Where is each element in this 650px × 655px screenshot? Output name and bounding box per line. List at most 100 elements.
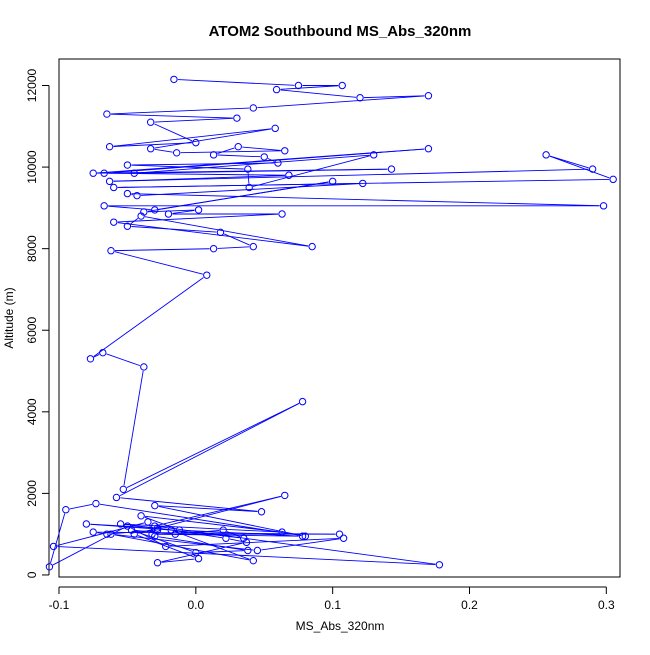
data-point <box>147 146 153 152</box>
data-point <box>436 562 442 568</box>
data-point <box>600 203 606 209</box>
data-point <box>210 245 216 251</box>
data-point <box>63 507 69 513</box>
data-point <box>340 535 346 541</box>
data-point <box>193 139 199 145</box>
data-point <box>250 243 256 249</box>
data-point <box>87 356 93 362</box>
data-point <box>425 146 431 152</box>
data-point <box>106 143 112 149</box>
data-point <box>282 148 288 154</box>
series-segment <box>97 533 103 534</box>
series-points <box>46 76 616 570</box>
data-point <box>234 115 240 121</box>
data-point <box>258 509 264 515</box>
data-point <box>195 555 201 561</box>
data-point <box>279 211 285 217</box>
series-segment <box>550 156 610 178</box>
y-tick-label: 2000 <box>25 480 39 507</box>
data-point <box>357 95 363 101</box>
data-point <box>425 93 431 99</box>
data-point <box>195 207 201 213</box>
series-segment <box>550 156 589 168</box>
data-point <box>50 543 56 549</box>
data-point <box>171 76 177 82</box>
x-axis-label: MS_Abs_320nm <box>296 619 385 633</box>
data-point <box>124 190 130 196</box>
series-segment <box>159 496 281 525</box>
y-axis-label: Altitude (m) <box>2 287 16 348</box>
data-point <box>543 152 549 158</box>
series-segment <box>120 403 299 495</box>
x-tick-label: 0.0 <box>187 598 204 612</box>
series-segment <box>127 403 299 487</box>
data-point <box>101 203 107 209</box>
data-point <box>273 86 279 92</box>
series-segment <box>145 217 308 246</box>
series-segment <box>114 169 589 181</box>
data-point <box>295 82 301 88</box>
series-segment <box>107 354 140 366</box>
data-point <box>154 560 160 566</box>
x-axis: -0.1 0.0 0.1 0.2 0.3 <box>49 587 615 612</box>
y-tick-label: 0 <box>25 571 39 578</box>
series-lines <box>51 80 610 565</box>
series-segment <box>218 247 250 249</box>
data-point <box>173 150 179 156</box>
data-point <box>309 243 315 249</box>
data-point <box>145 519 151 525</box>
series-segment <box>118 214 278 222</box>
y-tick-label: 4000 <box>25 398 39 425</box>
data-point <box>83 521 89 527</box>
x-tick-label: 0.2 <box>461 598 478 612</box>
series-segment <box>51 514 65 563</box>
series-segment <box>70 504 92 509</box>
series-segment <box>124 371 143 485</box>
series-segment <box>115 249 210 251</box>
data-point <box>141 364 147 370</box>
y-tick-label: 12000 <box>25 69 39 103</box>
data-point <box>104 111 110 117</box>
data-point <box>275 160 281 166</box>
series-segment <box>138 536 195 558</box>
series-segment <box>111 114 233 118</box>
series-segment <box>155 118 233 122</box>
x-tick-label: -0.1 <box>49 598 70 612</box>
series-segment <box>131 194 599 206</box>
data-point <box>299 398 305 404</box>
series-segment <box>181 151 281 153</box>
data-point <box>245 547 251 553</box>
data-point <box>204 272 210 278</box>
data-point <box>120 486 126 492</box>
data-point <box>138 513 144 519</box>
data-point <box>282 492 288 498</box>
x-tick-label: 0.1 <box>324 598 341 612</box>
data-point <box>250 105 256 111</box>
series-segment <box>115 252 203 274</box>
series-segment <box>218 155 261 157</box>
y-tick-label: 8000 <box>25 235 39 262</box>
series-segment <box>118 223 308 246</box>
chart-title: ATOM2 Southbound MS_Abs_320nm <box>209 23 472 40</box>
series-segment <box>178 80 295 86</box>
data-point <box>111 184 117 190</box>
series-segment <box>120 498 257 511</box>
series-segment <box>281 86 339 90</box>
data-point <box>113 494 119 500</box>
data-point <box>165 211 171 217</box>
data-point <box>106 178 112 184</box>
data-point <box>250 557 256 563</box>
data-point <box>339 82 345 88</box>
data-point <box>235 143 241 149</box>
y-tick-label: 6000 <box>25 317 39 344</box>
data-point <box>610 176 616 182</box>
data-point <box>272 125 278 131</box>
x-tick-label: 0.3 <box>598 598 615 612</box>
series-segment <box>257 96 424 108</box>
data-point <box>147 119 153 125</box>
data-point <box>90 170 96 176</box>
series-segment <box>94 278 204 357</box>
series-segment <box>108 173 285 175</box>
